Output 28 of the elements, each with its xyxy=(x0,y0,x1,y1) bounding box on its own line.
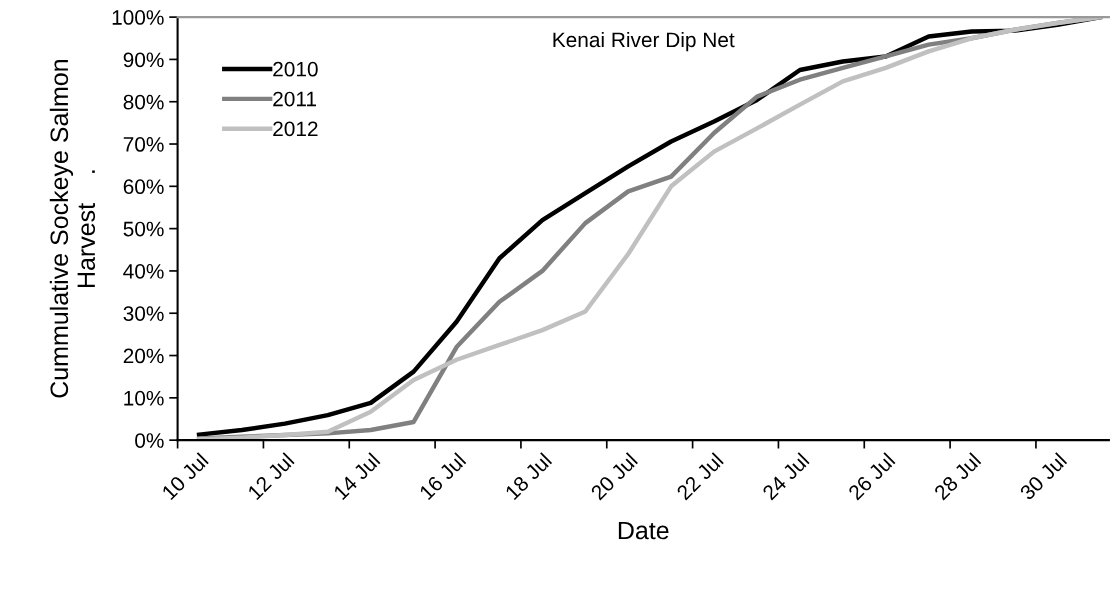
y-tick-label: 90% xyxy=(123,52,164,68)
x-axis-title: Date xyxy=(618,521,669,540)
y-tick-label: 0% xyxy=(135,433,164,448)
y-tick-label: 40% xyxy=(123,263,164,279)
x-tick-label: 12 Jul xyxy=(246,452,295,501)
x-tick-label: 30 Jul xyxy=(1018,452,1068,501)
y-tick-label: 80% xyxy=(123,94,164,110)
legend-label: 2011 xyxy=(273,91,316,107)
y-tick-label: 60% xyxy=(123,179,164,195)
text: Kenai River Dip Net xyxy=(553,31,735,52)
y-tick-label: 30% xyxy=(123,306,164,321)
x-tick-label: 20 Jul xyxy=(589,452,639,501)
y-axis-title: Cummulative Sockeye Salmon Harvest . xyxy=(49,60,96,398)
y-tick-label: 100% xyxy=(112,10,164,25)
x-tick-label: 24 Jul xyxy=(761,452,810,501)
legend-label: 2012 xyxy=(273,121,318,137)
y-tick-label: 10% xyxy=(124,390,164,406)
x-tick-label: 18 Jul xyxy=(504,452,553,501)
y-tick-label: 70% xyxy=(123,137,164,152)
x-tick-label: 14 Jul xyxy=(332,452,381,501)
x-tick-label: 28 Jul xyxy=(932,452,982,501)
x-tick-label: 16 Jul xyxy=(418,452,467,501)
x-tick-label: 26 Jul xyxy=(847,452,896,501)
x-tick-label: 22 Jul xyxy=(675,452,724,501)
x-tick-label: 10 Jul xyxy=(160,452,209,501)
legend-label: 2010 xyxy=(273,61,318,77)
y-tick-label: 20% xyxy=(123,348,164,364)
y-tick-label: 50% xyxy=(123,221,164,237)
